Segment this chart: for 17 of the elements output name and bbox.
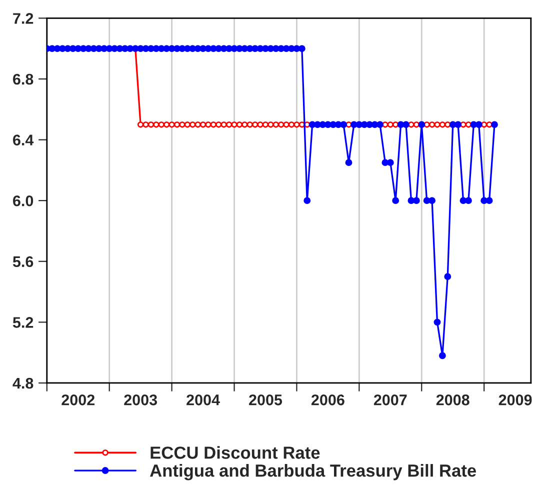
y-tick-label: 6.4 — [13, 134, 34, 146]
y-tick-label: 4.8 — [12, 378, 34, 389]
x-tick-label: 2002 — [62, 394, 95, 406]
y-tick-label: 7.2 — [13, 13, 34, 24]
y-tick-label: 5.6 — [12, 256, 34, 268]
x-tick-label: 2007 — [374, 394, 407, 406]
x-tick-label: 2009 — [498, 394, 532, 406]
legend-label: Antigua and Barbuda Treasury Bill Rate — [150, 464, 476, 480]
y-tick-label: 6.0 — [13, 195, 34, 206]
x-tick-label: 2004 — [186, 394, 220, 406]
x-tick-label: 2006 — [311, 394, 344, 406]
legend-label: ECCU Discount Rate — [150, 446, 320, 459]
x-tick-label: 2003 — [124, 394, 158, 406]
x-tick-label: 2005 — [249, 394, 282, 406]
y-tick-label: 6.8 — [13, 74, 34, 85]
x-tick-label: 2008 — [436, 394, 470, 406]
y-tick-label: 5.2 — [12, 317, 34, 328]
